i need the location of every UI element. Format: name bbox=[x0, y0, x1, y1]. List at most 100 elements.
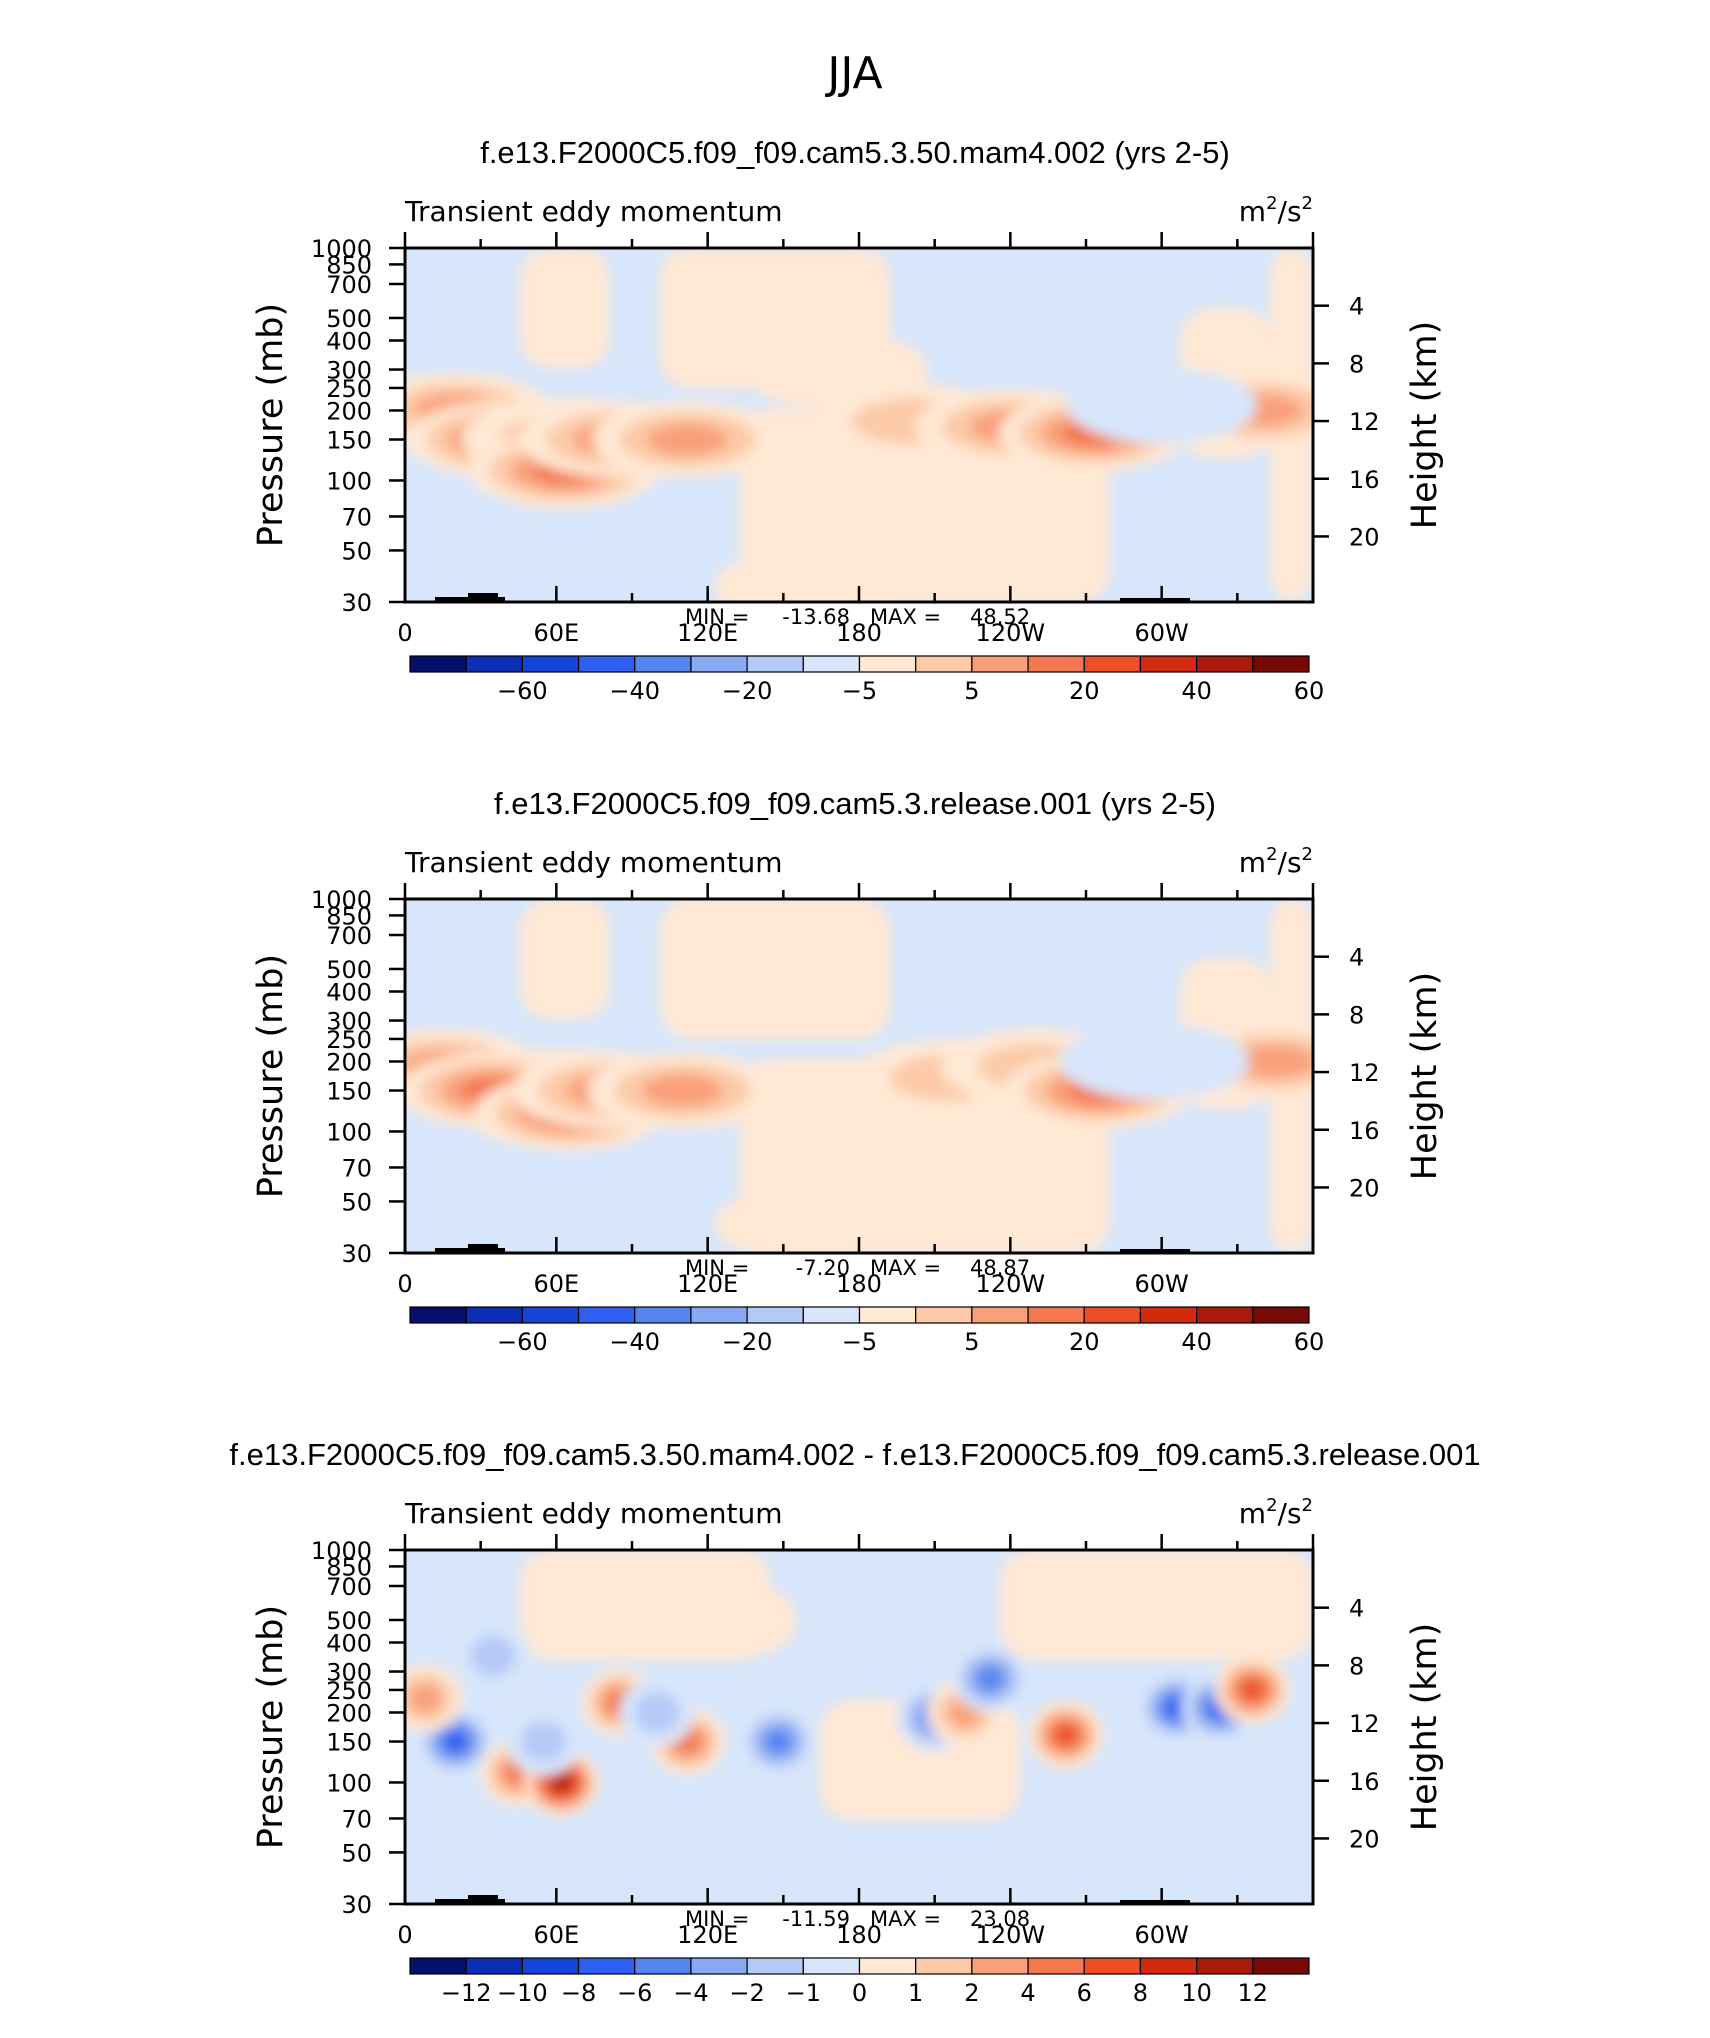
colorbar-swatch bbox=[915, 1306, 973, 1324]
colorbar-label: −60 bbox=[497, 677, 548, 705]
contour-field bbox=[405, 248, 1313, 602]
colorbar-label: 40 bbox=[1181, 1328, 1212, 1356]
max-value: 23.08 bbox=[970, 1907, 1030, 1931]
field-hotspot bbox=[765, 1730, 791, 1753]
y-tick-label: 50 bbox=[341, 1839, 372, 1867]
y2-tick-label: 8 bbox=[1349, 1652, 1364, 1680]
max-value: 48.52 bbox=[970, 605, 1030, 629]
colorbar-swatch bbox=[1139, 1957, 1198, 1975]
y2-tick-label: 12 bbox=[1349, 408, 1380, 436]
y-tick-label: 700 bbox=[326, 1573, 372, 1601]
x-tick-label: 180 bbox=[836, 1921, 882, 1949]
colorbar-swatch bbox=[577, 1957, 636, 1975]
colorbar-label: −6 bbox=[617, 1979, 652, 2007]
y-tick-label: 150 bbox=[326, 1078, 372, 1106]
y-tick-label: 70 bbox=[341, 1805, 372, 1833]
max-value: 48.87 bbox=[970, 1256, 1030, 1280]
colorbar-label: 60 bbox=[1294, 677, 1325, 705]
colorbar: −60 −40 −20 −5 5 20 40 60 bbox=[409, 655, 1325, 705]
colorbar-swatch bbox=[409, 655, 467, 673]
y-tick-label: 250 bbox=[326, 375, 372, 403]
x-tick-label: 60W bbox=[1135, 619, 1189, 647]
x-tick-label: 60W bbox=[1135, 1921, 1189, 1949]
max-label: MAX = bbox=[870, 1256, 941, 1280]
x-tick-label: 180 bbox=[836, 1270, 882, 1298]
colorbar-label: 0 bbox=[852, 1979, 867, 2007]
x-tick-label: 0 bbox=[397, 1921, 412, 1949]
min-label: MIN = bbox=[685, 605, 749, 629]
y-tick-label: 150 bbox=[326, 1729, 372, 1757]
y-tick-label: 250 bbox=[326, 1677, 372, 1705]
colorbar-label: 6 bbox=[1077, 1979, 1092, 2007]
field-hotspot bbox=[408, 1683, 442, 1713]
x-tick-label: 120E bbox=[677, 619, 738, 647]
y-tick-label: 400 bbox=[326, 328, 372, 356]
colorbar-swatch bbox=[802, 1306, 861, 1324]
colorbar-swatch bbox=[1252, 1957, 1310, 1975]
field-hotspot bbox=[470, 1635, 517, 1677]
field-hotspot bbox=[1234, 1045, 1313, 1078]
colorbar-swatch bbox=[858, 1306, 917, 1324]
chart-panel-3: f.e13.F2000C5.f09_f09.cam5.3.50.mam4.002… bbox=[229, 1437, 1480, 2007]
colorbar-swatch bbox=[802, 1957, 861, 1975]
field-layers bbox=[405, 1550, 1313, 1820]
field-hotspot bbox=[553, 1775, 569, 1790]
colorbar-swatch bbox=[1252, 1306, 1310, 1324]
colorbar-swatch bbox=[971, 1957, 1029, 1975]
contour-field bbox=[405, 1550, 1313, 1904]
colorbar-swatch bbox=[577, 1306, 636, 1324]
colorbar-label: 2 bbox=[964, 1979, 979, 2007]
topography bbox=[435, 1895, 1190, 1904]
field-patch bbox=[660, 899, 890, 1039]
field-hotspot bbox=[646, 423, 729, 456]
y-tick-label: 70 bbox=[341, 1154, 372, 1182]
field-patch bbox=[1000, 1550, 1313, 1660]
field-layers bbox=[405, 899, 1313, 1253]
x-tick-label: 0 bbox=[397, 619, 412, 647]
y-tick-label: 100 bbox=[326, 1118, 372, 1146]
colorbar-swatch bbox=[1083, 1306, 1142, 1324]
colorbar-label: −4 bbox=[673, 1979, 708, 2007]
y2-axis-title: Height (km) bbox=[1405, 972, 1445, 1181]
y2-tick-label: 12 bbox=[1349, 1710, 1380, 1738]
colorbar-swatch bbox=[577, 655, 636, 673]
colorbar-swatch bbox=[521, 1306, 580, 1324]
max-label: MAX = bbox=[870, 1907, 941, 1931]
y-tick-label: 850 bbox=[326, 1553, 372, 1581]
y-tick-label: 200 bbox=[326, 1048, 372, 1076]
colorbar: −60 −40 −20 −5 5 20 40 60 bbox=[409, 1306, 1324, 1356]
contour-field bbox=[405, 899, 1313, 1253]
colorbar-label: −20 bbox=[722, 677, 773, 705]
colorbar-label: 1 bbox=[908, 1979, 923, 2007]
colorbar-label: 5 bbox=[964, 1328, 979, 1356]
topography-bar bbox=[1120, 598, 1190, 602]
topography bbox=[435, 593, 1190, 602]
figure-title: JJA bbox=[827, 48, 883, 99]
y-tick-label: 700 bbox=[326, 271, 372, 299]
y2-axis-title: Height (km) bbox=[1405, 1623, 1445, 1832]
y2-tick-label: 16 bbox=[1349, 1117, 1380, 1145]
chart-panel-1: f.e13.F2000C5.f09_f09.cam5.3.50.mam4.002… bbox=[251, 135, 1445, 705]
colorbar-swatch bbox=[634, 655, 692, 673]
colorbar-swatch bbox=[1027, 1957, 1085, 1975]
colorbar-label: 5 bbox=[964, 677, 979, 705]
field-hotspot bbox=[713, 548, 904, 602]
colorbar-swatch bbox=[858, 655, 917, 673]
topography-bar bbox=[1120, 1900, 1190, 1904]
panel-title: f.e13.F2000C5.f09_f09.cam5.3.50.mam4.002… bbox=[480, 135, 1230, 170]
colorbar-label: 40 bbox=[1181, 677, 1212, 705]
y-tick-label: 30 bbox=[341, 589, 372, 617]
colorbar-swatch bbox=[858, 1957, 917, 1975]
y2-tick-label: 20 bbox=[1349, 523, 1380, 551]
colorbar-label: 10 bbox=[1181, 1979, 1212, 2007]
colorbar: −12 −10 −8 −6 −4 −2 −1 0 1 2 4 6 8 10 12 bbox=[409, 1957, 1310, 2007]
colorbar-label: 4 bbox=[1020, 1979, 1035, 2007]
colorbar-swatch bbox=[1196, 1957, 1254, 1975]
colorbar-swatch bbox=[690, 655, 748, 673]
y-axis-title: Pressure (mb) bbox=[251, 303, 291, 547]
y-tick-label: 850 bbox=[326, 251, 372, 279]
colorbar-swatch bbox=[802, 655, 861, 673]
colorbar-label: 8 bbox=[1133, 1979, 1148, 2007]
y-tick-label: 1000 bbox=[311, 235, 372, 263]
